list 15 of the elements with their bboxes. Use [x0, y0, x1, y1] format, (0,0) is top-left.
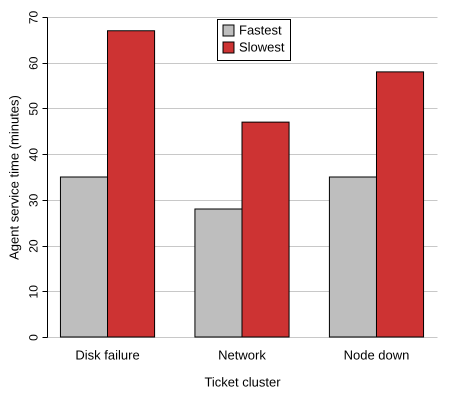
x-tick-label: Network	[218, 348, 266, 362]
y-tick-label: 50	[26, 102, 40, 116]
y-tick-label: 60	[26, 56, 40, 70]
y-tick-label: 30	[26, 193, 40, 208]
y-tick-label: 10	[26, 284, 40, 298]
x-tick-label: Node down	[344, 348, 410, 362]
y-tick-label: 40	[26, 148, 40, 162]
y-axis-title: Agent service time (minutes)	[6, 95, 22, 260]
y-tick-label: 70	[26, 10, 40, 24]
legend-label: Slowest	[239, 40, 285, 54]
y-tick-label: 0	[26, 334, 40, 341]
x-tick-label: Disk failure	[75, 348, 140, 362]
legend-label: Fastest	[239, 22, 282, 38]
y-tick-label: 20	[26, 239, 40, 253]
x-axis-title: Ticket cluster	[204, 374, 282, 390]
